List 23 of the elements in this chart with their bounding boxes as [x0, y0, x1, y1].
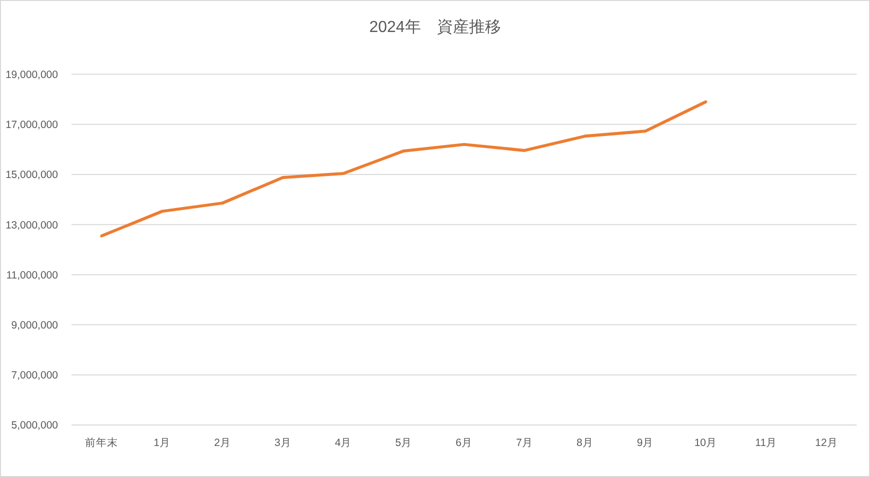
- x-tick-label: 6月: [456, 437, 473, 449]
- y-tick-label: 5,000,000: [11, 420, 58, 432]
- y-tick-label: 9,000,000: [11, 319, 58, 332]
- line-series: [100, 100, 708, 238]
- x-tick-label: 3月: [274, 437, 292, 449]
- x-tick-label: 9月: [636, 437, 654, 449]
- y-tick-label: 13,000,000: [5, 219, 58, 232]
- x-tick-label: 7月: [516, 437, 533, 449]
- y-tick-label: 15,000,000: [5, 169, 58, 182]
- y-tick-label: 19,000,000: [5, 68, 58, 81]
- x-tick-label: 11月: [755, 437, 778, 449]
- y-tick-label: 11,000,000: [6, 269, 58, 282]
- chart-title: 2024年 資産推移: [369, 18, 501, 36]
- x-tick-label: 2月: [214, 437, 231, 449]
- x-tick-label: 10月: [694, 437, 718, 449]
- x-tick-label: 12月: [815, 437, 838, 449]
- y-tick-label: 7,000,000: [11, 370, 58, 382]
- x-tick-label: 1月: [154, 437, 171, 449]
- y-tick-label: 17,000,000: [5, 119, 58, 132]
- x-tick-label: 前年末: [85, 436, 118, 449]
- x-tick-label: 8月: [576, 437, 594, 449]
- x-tick-label: 4月: [334, 437, 352, 449]
- x-tick-label: 5月: [395, 437, 412, 449]
